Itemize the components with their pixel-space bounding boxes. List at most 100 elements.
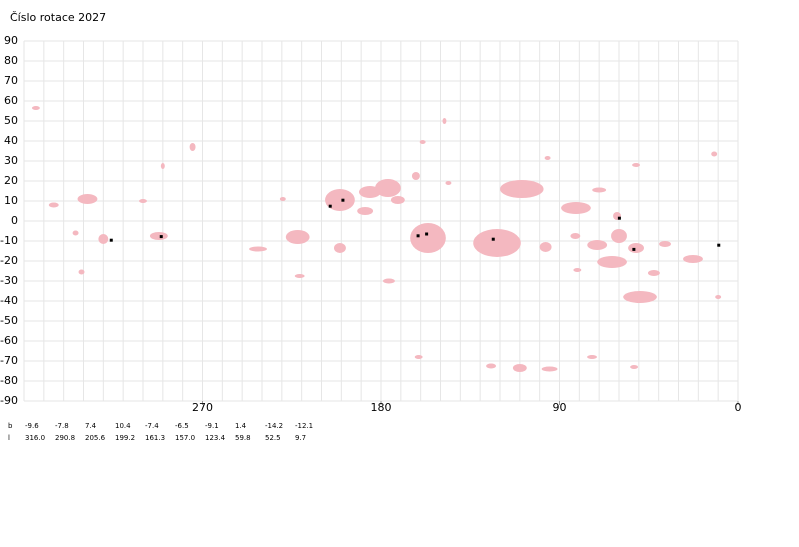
plage-region bbox=[445, 181, 452, 185]
spot-b: -12.1 bbox=[295, 422, 313, 430]
sunspot bbox=[632, 247, 636, 251]
y-tick-label: -80 bbox=[0, 374, 18, 387]
spot-l: 316.0 bbox=[25, 434, 45, 442]
x-tick-label: 180 bbox=[371, 401, 392, 414]
plage-region bbox=[659, 241, 671, 247]
plage-region bbox=[333, 243, 346, 253]
plage-region bbox=[382, 278, 395, 284]
x-tick-label: 270 bbox=[192, 401, 213, 414]
spot-b: -14.2 bbox=[265, 422, 283, 430]
spot-l: 157.0 bbox=[175, 434, 195, 442]
spot-l: 59.8 bbox=[235, 434, 251, 442]
plage-region bbox=[77, 194, 98, 204]
spot-l: 205.6 bbox=[85, 434, 106, 442]
plage-region bbox=[630, 365, 639, 369]
y-tick-label: 80 bbox=[4, 54, 18, 67]
spot-l: 290.8 bbox=[55, 434, 75, 442]
plage-region bbox=[279, 197, 286, 201]
plage-region bbox=[48, 202, 59, 208]
plage-region bbox=[249, 246, 267, 252]
y-tick-label: 90 bbox=[4, 34, 18, 47]
plage-region bbox=[715, 295, 722, 299]
plage-region bbox=[587, 240, 608, 250]
plage-region bbox=[72, 230, 79, 236]
y-tick-label: 50 bbox=[4, 114, 18, 127]
y-tick-label: 10 bbox=[4, 194, 18, 207]
plage-region bbox=[628, 243, 644, 253]
y-tick-label: 60 bbox=[4, 94, 18, 107]
plage-region bbox=[544, 156, 551, 160]
l-row-label: l bbox=[8, 434, 10, 442]
plage-region bbox=[189, 143, 196, 151]
plage-region bbox=[78, 269, 85, 275]
chart-title: Číslo rotace 2027 bbox=[10, 11, 106, 24]
plage-region bbox=[592, 187, 607, 193]
x-tick-label: 0 bbox=[735, 401, 742, 414]
spot-b: 10.4 bbox=[115, 422, 131, 430]
plage-region bbox=[573, 268, 582, 272]
plage-region bbox=[31, 106, 40, 110]
plage-region bbox=[139, 199, 147, 203]
plage-region bbox=[410, 223, 446, 253]
spot-l: 52.5 bbox=[265, 434, 281, 442]
plage-region bbox=[375, 179, 401, 197]
y-tick-label: -30 bbox=[0, 274, 18, 287]
spot-l: 9.7 bbox=[295, 434, 306, 442]
y-tick-label: -20 bbox=[0, 254, 18, 267]
spot-b: -7.4 bbox=[145, 422, 159, 430]
y-tick-label: -50 bbox=[0, 314, 18, 327]
plage-region bbox=[541, 366, 558, 372]
y-tick-label: 40 bbox=[4, 134, 18, 147]
spot-b: -7.8 bbox=[55, 422, 69, 430]
plage-region bbox=[561, 202, 591, 214]
plage-region bbox=[419, 140, 426, 144]
plage-region bbox=[539, 242, 552, 252]
y-tick-label: 20 bbox=[4, 174, 18, 187]
b-row-label: b bbox=[8, 422, 13, 430]
plage-region bbox=[325, 189, 355, 211]
plage-region bbox=[160, 163, 165, 169]
plage-region bbox=[411, 172, 420, 180]
sunspot bbox=[491, 237, 495, 241]
plage-region bbox=[597, 256, 627, 268]
plage-region bbox=[570, 233, 581, 239]
y-tick-label: -10 bbox=[0, 234, 18, 247]
plage-region bbox=[149, 232, 168, 240]
spot-l: 161.3 bbox=[145, 434, 165, 442]
plage-region bbox=[647, 270, 660, 276]
sunspot bbox=[109, 238, 113, 242]
plage-region bbox=[98, 234, 109, 244]
sunspot bbox=[425, 232, 429, 236]
plage-region bbox=[711, 151, 718, 157]
plage-region bbox=[512, 364, 527, 372]
plage-region bbox=[587, 355, 597, 359]
y-tick-label: -40 bbox=[0, 294, 18, 307]
sunspot bbox=[341, 198, 345, 202]
y-tick-label: 70 bbox=[4, 74, 18, 87]
plage-region bbox=[357, 207, 374, 215]
plage-region bbox=[486, 363, 497, 369]
sunspot bbox=[416, 234, 420, 238]
plage-region bbox=[390, 196, 405, 204]
plage-region bbox=[473, 229, 521, 257]
sunspot bbox=[328, 204, 332, 208]
sunspot bbox=[717, 243, 721, 247]
plage-region bbox=[294, 274, 305, 278]
spot-b: -6.5 bbox=[175, 422, 189, 430]
x-tick-label: 90 bbox=[553, 401, 567, 414]
spot-l: 199.2 bbox=[115, 434, 135, 442]
plage-region bbox=[683, 255, 703, 263]
plage-region bbox=[285, 230, 310, 244]
plage-region bbox=[442, 118, 447, 124]
sunspot bbox=[159, 235, 163, 239]
spot-b: 1.4 bbox=[235, 422, 247, 430]
y-tick-label: -60 bbox=[0, 334, 18, 347]
y-tick-label: -70 bbox=[0, 354, 18, 367]
spot-b: -9.6 bbox=[25, 422, 39, 430]
plage-region bbox=[500, 180, 544, 198]
plage-region bbox=[632, 163, 641, 167]
y-tick-label: 30 bbox=[4, 154, 18, 167]
spot-b: 7.4 bbox=[85, 422, 97, 430]
y-tick-label: -90 bbox=[0, 394, 18, 407]
